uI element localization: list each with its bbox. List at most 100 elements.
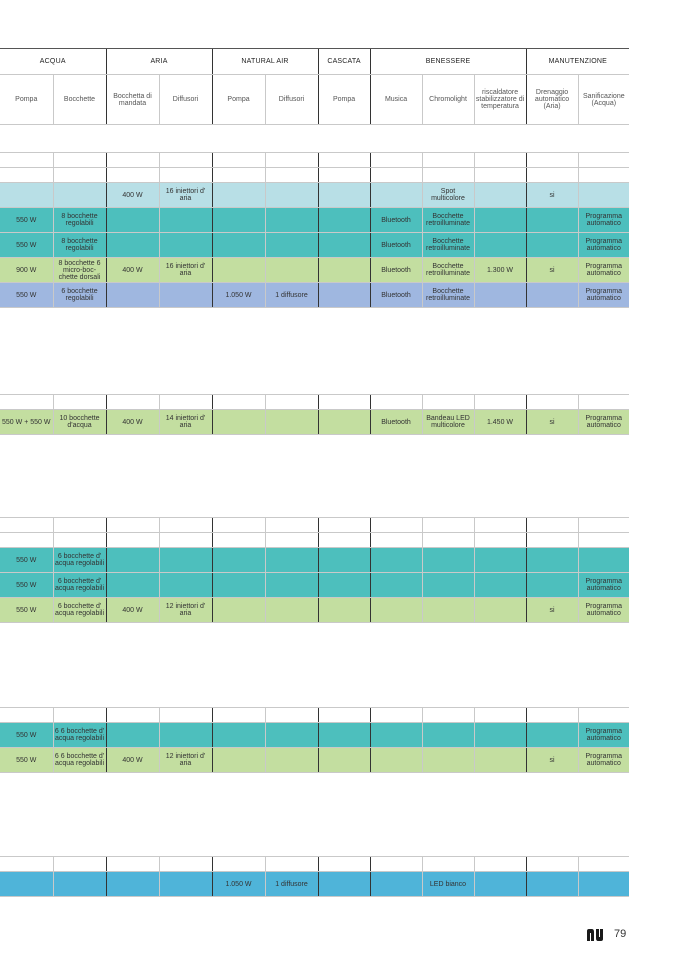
table-cell: si xyxy=(525,409,578,435)
table-cell xyxy=(525,207,578,233)
table-cell xyxy=(158,282,212,308)
empty-cell xyxy=(369,707,422,723)
col-musica: Musica xyxy=(369,74,423,125)
table-cell: 1 diffusore xyxy=(264,282,318,308)
empty-cell xyxy=(473,394,526,410)
empty-cell xyxy=(52,532,106,548)
empty-cell xyxy=(421,856,474,872)
table-cell: 400 W xyxy=(105,182,159,208)
empty-cell xyxy=(0,517,53,533)
empty-cell xyxy=(264,394,318,410)
table-cell xyxy=(473,871,526,897)
table-cell xyxy=(421,722,474,748)
group-aria: ARIA xyxy=(105,48,213,75)
table-cell: 12 iniettori d' aria xyxy=(158,747,212,773)
table-cell: 6 bocchette d' acqua regolabili xyxy=(52,597,106,623)
col-diffusori-natural-air: Diffusori xyxy=(264,74,319,125)
table-cell xyxy=(473,282,526,308)
empty-cell xyxy=(105,532,159,548)
table-cell: 14 iniettori d' aria xyxy=(158,409,212,435)
column-header-row: Pompa Bocchette Bocchetta di mandata Dif… xyxy=(0,74,630,125)
table-cell: si xyxy=(525,747,578,773)
group-acqua: ACQUA xyxy=(0,48,106,75)
table-cell xyxy=(105,232,159,258)
blank-row xyxy=(0,707,629,723)
table-cell: si xyxy=(525,257,578,283)
col-pompa: Pompa xyxy=(0,74,53,125)
table-cell xyxy=(158,572,212,598)
empty-cell xyxy=(421,394,474,410)
table-cell: 550 W xyxy=(0,547,53,573)
empty-cell xyxy=(105,856,159,872)
table-cell xyxy=(317,232,370,258)
table-cell: Bluetooth xyxy=(369,232,422,258)
table-cell xyxy=(211,232,265,258)
table-cell: 8 bocchette regolabili xyxy=(52,232,106,258)
table-cell: 400 W xyxy=(105,409,159,435)
empty-cell xyxy=(473,152,526,168)
table-cell xyxy=(421,547,474,573)
table-cell xyxy=(105,722,159,748)
table-cell xyxy=(577,547,629,573)
empty-cell xyxy=(211,707,265,723)
table-cell xyxy=(52,182,106,208)
col-chromolight: Chromolight xyxy=(421,74,475,125)
table-cell: Programma automatico xyxy=(577,597,629,623)
table-cell: Programma automatico xyxy=(577,747,629,773)
table-cell: si xyxy=(525,182,578,208)
blank-row xyxy=(0,152,629,168)
empty-cell xyxy=(264,167,318,183)
empty-cell xyxy=(105,152,159,168)
empty-cell xyxy=(317,517,370,533)
empty-cell xyxy=(525,167,578,183)
blank-row xyxy=(0,394,629,410)
col-riscaldatore: riscaldatore stabilizzatore di temperatu… xyxy=(473,74,527,125)
table-cell: 1 diffusore xyxy=(264,871,318,897)
empty-cell xyxy=(421,517,474,533)
table-cell: Bandeau LED multicolore xyxy=(421,409,474,435)
col-pompa-cascata: Pompa xyxy=(317,74,371,125)
empty-cell xyxy=(369,167,422,183)
table-cell xyxy=(421,572,474,598)
table-cell xyxy=(473,547,526,573)
empty-cell xyxy=(421,707,474,723)
table-cell xyxy=(317,207,370,233)
empty-cell xyxy=(473,532,526,548)
table-cell: Programma automatico xyxy=(577,282,629,308)
table-cell xyxy=(525,547,578,573)
empty-cell xyxy=(577,707,629,723)
table-cell xyxy=(105,871,159,897)
empty-cell xyxy=(0,167,53,183)
table-cell xyxy=(369,597,422,623)
empty-cell xyxy=(421,167,474,183)
empty-cell xyxy=(577,394,629,410)
table-cell: 550 W xyxy=(0,597,53,623)
empty-cell xyxy=(105,167,159,183)
empty-cell xyxy=(369,394,422,410)
table-cell xyxy=(369,871,422,897)
empty-cell xyxy=(211,856,265,872)
empty-cell xyxy=(105,517,159,533)
empty-cell xyxy=(52,152,106,168)
empty-cell xyxy=(211,394,265,410)
empty-cell xyxy=(473,707,526,723)
group-cascata: CASCATA xyxy=(317,48,371,75)
table-cell xyxy=(317,747,370,773)
empty-cell xyxy=(158,167,212,183)
empty-cell xyxy=(577,167,629,183)
table-cell: 550 W + 550 W xyxy=(0,409,53,435)
table-cell: 550 W xyxy=(0,572,53,598)
table-cell xyxy=(158,871,212,897)
table-cell: 550 W xyxy=(0,722,53,748)
table-cell xyxy=(369,572,422,598)
empty-cell xyxy=(369,152,422,168)
empty-cell xyxy=(577,856,629,872)
blank-row xyxy=(0,856,629,872)
empty-cell xyxy=(369,517,422,533)
table-cell xyxy=(317,597,370,623)
spec-section-2: 550 W + 550 W 10 bocchette d'acqua 400 W 14… xyxy=(0,394,629,435)
table-cell xyxy=(369,182,422,208)
